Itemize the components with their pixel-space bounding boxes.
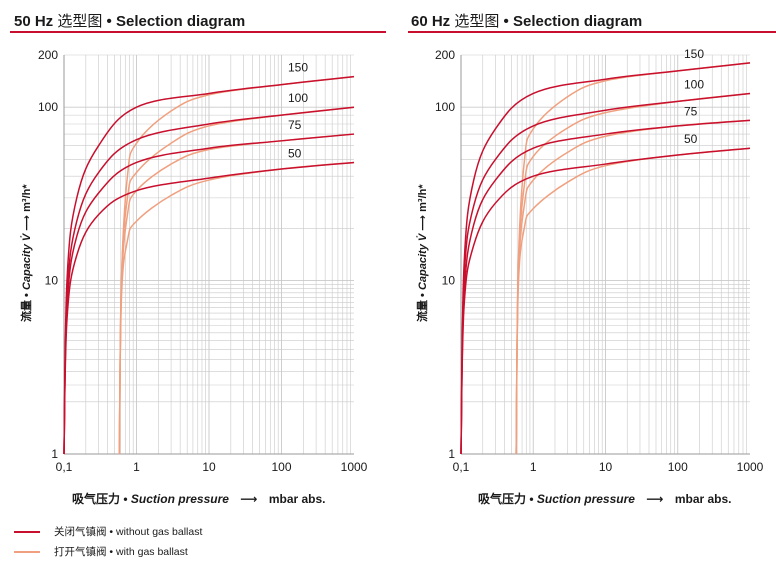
y-arrow-icon: ⟶ xyxy=(417,214,429,231)
x-unit: mbar abs. xyxy=(268,492,326,506)
x-tick-label: 100 xyxy=(271,460,291,474)
curve-with-ballast-75 xyxy=(515,119,751,455)
curve-label-50: 50 xyxy=(684,132,698,146)
x-tick-label: 100 xyxy=(668,460,688,474)
x-tick-label: 1 xyxy=(133,460,140,474)
left-title-zh: 选型图 xyxy=(57,13,103,30)
right-title-zh: 选型图 xyxy=(454,13,500,30)
y-tick-label: 100 xyxy=(435,100,455,114)
curve-without-ballast-50 xyxy=(63,161,355,455)
right-title-sep: • xyxy=(503,13,509,30)
y-tick-label: 1 xyxy=(448,447,455,461)
y-tick-label: 200 xyxy=(38,48,58,62)
left-y-axis-label: 流量 • Capacity V̇ ⟶ m³/h* xyxy=(18,184,34,322)
y-label-en: Capacity V̇ xyxy=(417,233,429,291)
y-label-sep: • xyxy=(417,293,429,297)
left-grid xyxy=(63,54,354,455)
left-title-en: Selection diagram xyxy=(115,13,246,30)
curve-label-75: 75 xyxy=(684,104,698,118)
curve-label-100: 100 xyxy=(684,77,704,91)
y-tick-label: 10 xyxy=(442,274,456,288)
right-grid xyxy=(460,54,750,455)
right-x-axis-label: 吸气压力 • Suction pressure ⟶ mbar abs. xyxy=(478,490,732,507)
curve-label-50: 50 xyxy=(288,146,302,160)
x-label-sep: • xyxy=(123,492,128,506)
legend-label-without: 关闭气镇阀 • without gas ballast xyxy=(54,526,203,538)
legend-swatch-with xyxy=(14,550,40,553)
right-panel-title: 60 Hz 选型图 • Selection diagram xyxy=(411,10,642,31)
right-y-axis-label: 流量 • Capacity V̇ ⟶ m³/h* xyxy=(414,184,430,322)
y-tick-label: 200 xyxy=(435,48,455,62)
y-label-en: Capacity V̇ xyxy=(21,233,33,291)
legend-label-with: 打开气镇阀 • with gas ballast xyxy=(54,546,188,558)
y-arrow-icon: ⟶ xyxy=(21,214,33,231)
x-tick-label: 1 xyxy=(530,460,537,474)
legend-item-without: 关闭气镇阀 • without gas ballast xyxy=(14,524,202,539)
legend-item-with: 打开气镇阀 • with gas ballast xyxy=(14,544,188,559)
curve-label-100: 100 xyxy=(288,91,308,105)
y-unit: m³/h* xyxy=(21,184,33,212)
y-label-zh: 流量 xyxy=(417,300,429,322)
x-unit: mbar abs. xyxy=(674,492,732,506)
x-label-en: Suction pressure xyxy=(130,492,229,506)
x-tick-label: 1000 xyxy=(737,460,764,474)
y-unit: m³/h* xyxy=(417,184,429,212)
curve-label-150: 150 xyxy=(684,47,704,61)
legend-swatch-without xyxy=(14,530,40,533)
y-label-zh: 流量 xyxy=(21,300,33,322)
right-title-en: Selection diagram xyxy=(512,13,643,30)
x-tick-label: 0,1 xyxy=(56,460,73,474)
y-tick-label: 1 xyxy=(51,447,58,461)
left-title-rule xyxy=(10,31,386,33)
x-label-zh: 吸气压力 xyxy=(478,492,527,506)
left-panel-title: 50 Hz 选型图 • Selection diagram xyxy=(14,10,245,31)
curve-with-ballast-100 xyxy=(515,92,751,455)
x-tick-label: 0,1 xyxy=(453,460,470,474)
right-title-hz: 60 Hz xyxy=(411,13,451,30)
x-arrow-icon: ⟶ xyxy=(240,492,258,506)
y-label-sep: • xyxy=(21,293,33,297)
curve-label-75: 75 xyxy=(288,118,302,132)
curve-with-ballast-150 xyxy=(515,62,751,455)
curve-without-ballast-50 xyxy=(460,147,751,455)
curve-label-150: 150 xyxy=(288,61,308,75)
x-arrow-icon: ⟶ xyxy=(646,492,664,506)
y-tick-label: 10 xyxy=(45,274,59,288)
left-title-hz: 50 Hz xyxy=(14,13,54,30)
left-title-sep: • xyxy=(106,13,112,30)
y-tick-label: 100 xyxy=(38,100,58,114)
x-tick-label: 10 xyxy=(202,460,216,474)
x-tick-label: 10 xyxy=(599,460,613,474)
x-tick-label: 1000 xyxy=(341,460,368,474)
curve-with-ballast-50 xyxy=(515,147,751,455)
right-title-rule xyxy=(408,31,776,33)
x-label-zh: 吸气压力 xyxy=(72,492,121,506)
x-label-en: Suction pressure xyxy=(536,492,635,506)
left-x-axis-label: 吸气压力 • Suction pressure ⟶ mbar abs. xyxy=(72,490,326,507)
x-label-sep: • xyxy=(529,492,534,506)
